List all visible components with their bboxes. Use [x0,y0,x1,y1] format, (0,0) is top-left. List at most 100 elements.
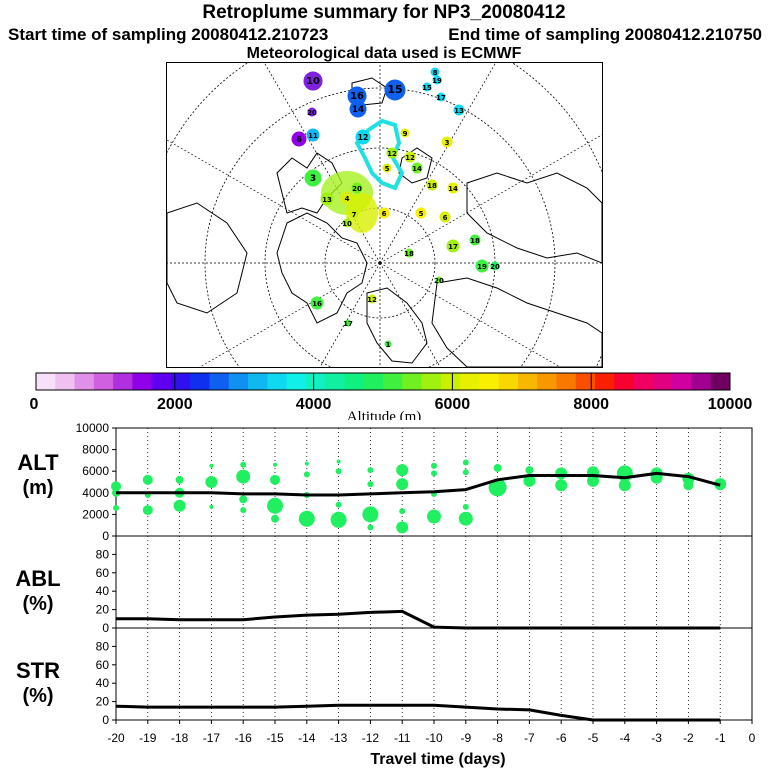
map-spot-circle [446,239,460,253]
map-spot: 19 [475,259,489,273]
map-spot: 3 [304,169,322,187]
panel-unit-label: (%) [22,593,53,615]
map-spot: 19 [432,75,442,85]
colorbar-swatch [460,373,480,390]
map-spot-label: 20 [307,109,317,117]
colorbar-swatch [248,373,268,390]
colorbar-swatch [93,373,114,390]
map-spot-label: 4 [345,195,350,203]
map-spot-circle [384,79,406,101]
x-tick-label: -5 [588,731,599,745]
map-spot: 15 [422,82,432,92]
colorbar-swatch [402,373,423,390]
scatter-point [396,464,409,477]
series-line [115,703,721,722]
map-spot-circle [310,296,324,310]
map-spot: 3 [441,136,453,148]
scatter-point [236,469,251,484]
colorbar-tick-label: 2000 [157,396,193,413]
y-tick-label: 40 [96,676,110,690]
colorbar-swatch [209,373,230,390]
map-spot: 12 [367,294,377,304]
scatter-point [618,479,631,492]
scatter-point [399,508,406,515]
map-spot-label: 16 [350,91,364,102]
meridian-line [379,63,496,264]
scatter-point [239,495,248,504]
colorbar-swatch [421,373,442,390]
map-spot-label: 7 [352,211,357,219]
map-spot-label: 19 [477,263,487,271]
colorbar-swatch [55,373,76,390]
x-tick-label: -10 [425,731,443,745]
scatter-point [427,509,441,524]
scatter-point [270,474,280,485]
panel-unit-label: (m) [22,477,53,499]
x-tick-label: -15 [266,731,284,745]
map-spot: 1 [384,340,392,349]
colorbar-swatch [556,373,577,390]
coastline [167,202,248,314]
map-spot-circle [378,207,390,219]
scatter-point [367,524,374,531]
colorbar-tick-label: 8000 [573,396,609,413]
map-spot-circle [441,136,453,148]
colorbar-axis-label: Altitude (m) [347,409,422,420]
colorbar-swatch [344,373,365,390]
map-spot-circle [432,75,442,85]
map-spot-label: 5 [419,210,424,218]
colorbar-swatch [267,373,288,390]
map-spot: 17 [436,92,446,102]
map-spot: 14 [349,100,367,118]
map-spot: 5 [382,163,392,173]
map-spot: 11 [306,128,320,142]
map-spot: 17 [446,239,460,253]
colorbar-swatch [36,373,56,390]
y-tick-label: 8000 [82,443,109,457]
map-spot-label: 8 [433,69,438,77]
x-tick-label: -6 [556,731,567,745]
map-spot: 7 [349,209,359,219]
scatter-point [367,481,374,488]
map-spot-label: 16 [312,300,322,308]
colorbar-swatch [363,373,384,390]
map-spot-label: 18 [427,182,437,190]
map-spot-label: 18 [404,250,414,258]
x-tick-label: -16 [235,731,253,745]
map-spot-label: 17 [343,320,353,328]
meridian-line [379,262,561,367]
colorbar-swatch [691,373,712,390]
x-tick-label: -3 [651,731,662,745]
map-spot: 14 [411,162,423,174]
y-tick-label: 20 [96,603,110,617]
colorbar-swatch [517,373,538,390]
map-spot-circle [475,259,489,273]
scatter-point [205,476,218,488]
y-tick-label: 40 [96,584,110,598]
map-spot: 4 [340,191,354,205]
colorbar-tick-label: 6000 [435,396,471,413]
y-tick-label: 80 [96,547,110,561]
colorbar-swatch [498,373,519,390]
scatter-point [362,506,379,523]
scatter-point [525,466,534,475]
map-spot-circle [447,182,459,194]
map-spot-circle [304,169,322,187]
scatter-point [335,501,342,508]
map-spot: 6 [378,207,390,219]
y-tick-label: 60 [96,658,110,672]
colorbar-tick-label: 10000 [708,396,753,413]
map-spot-label: 6 [382,210,387,218]
map-spot-label: 19 [432,77,442,85]
scatter-point [304,461,309,466]
x-tick-label: -9 [460,731,471,745]
scatter-point [240,507,247,514]
series-line [116,471,721,497]
y-tick-label: 20 [96,695,110,709]
map-spot-label: 10 [342,220,352,228]
map-spot-label: 15 [422,84,432,92]
map-spot-label: 9 [403,130,408,138]
colorbar-swatch [383,373,403,390]
x-tick-label: -1 [715,731,726,745]
map-spot-label: 6 [296,135,301,144]
